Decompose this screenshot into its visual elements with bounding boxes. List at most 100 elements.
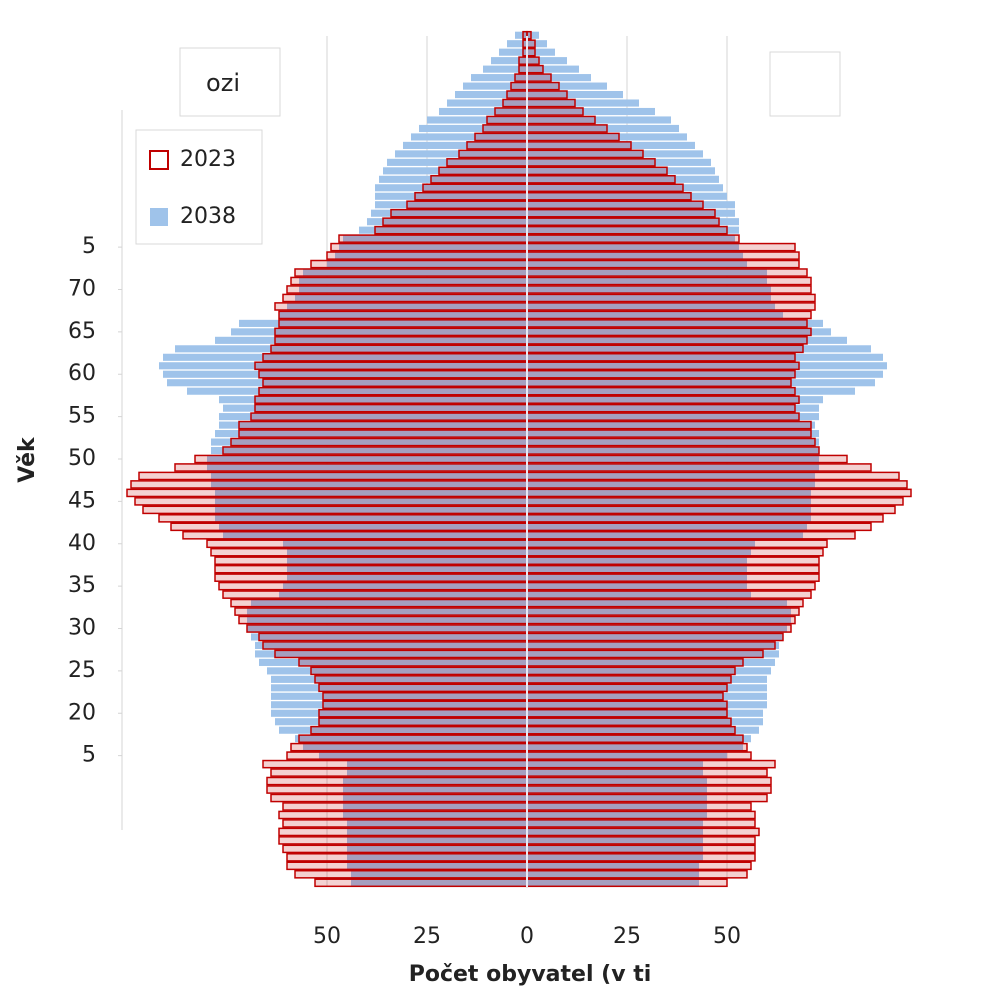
chart-title: ozi xyxy=(206,69,240,97)
x-axis-label: Počet obyvatel (v ti xyxy=(409,962,652,987)
bar xyxy=(526,352,796,362)
bar xyxy=(526,251,800,260)
bar xyxy=(526,336,808,345)
legend-swatch xyxy=(150,208,168,226)
bar xyxy=(526,302,816,311)
bar xyxy=(411,133,527,141)
bar xyxy=(515,31,527,39)
bar xyxy=(167,379,527,387)
bar xyxy=(262,378,528,388)
bar xyxy=(438,166,528,176)
bar xyxy=(527,862,699,870)
bar xyxy=(526,776,772,786)
legend: 2023 2038 xyxy=(135,129,263,245)
bar xyxy=(527,472,815,480)
bar xyxy=(527,565,747,573)
bar xyxy=(526,607,800,616)
bar xyxy=(267,667,527,675)
bar xyxy=(527,235,735,243)
bar xyxy=(351,879,527,887)
bar xyxy=(526,132,620,142)
bar xyxy=(527,268,767,277)
bar xyxy=(347,845,527,853)
bar xyxy=(527,506,811,514)
bar xyxy=(247,607,527,616)
bar xyxy=(526,751,752,760)
bar xyxy=(130,480,528,489)
bar xyxy=(282,819,528,828)
bar xyxy=(526,675,732,684)
bar xyxy=(526,505,896,515)
bar xyxy=(326,251,528,260)
bar xyxy=(494,107,528,116)
bar xyxy=(527,370,883,378)
bar xyxy=(526,242,796,252)
legend-label: 2023 xyxy=(180,147,236,172)
bar xyxy=(526,285,812,294)
bar xyxy=(483,65,527,73)
bar xyxy=(474,132,528,142)
bar xyxy=(527,345,871,353)
bar xyxy=(506,90,528,99)
y-tick-label: 50 xyxy=(68,446,96,471)
bar xyxy=(347,836,527,844)
bar xyxy=(527,319,823,327)
bar xyxy=(526,217,720,227)
bar xyxy=(527,633,783,641)
bar xyxy=(422,183,528,193)
y-axis-label: Věk xyxy=(15,436,40,483)
bar xyxy=(502,98,528,108)
bar xyxy=(250,412,528,421)
bar xyxy=(527,828,703,836)
bar xyxy=(527,226,739,234)
bar xyxy=(527,811,707,819)
bar xyxy=(526,175,676,184)
bar xyxy=(526,836,756,845)
bar xyxy=(318,708,528,718)
bar xyxy=(215,497,527,505)
bar xyxy=(367,218,527,226)
bar xyxy=(527,794,707,802)
bar xyxy=(526,768,768,777)
bar xyxy=(527,624,787,633)
bar xyxy=(526,564,820,574)
bar xyxy=(527,616,791,624)
bar xyxy=(527,446,819,455)
bar xyxy=(414,191,528,201)
bar xyxy=(278,836,528,845)
bar xyxy=(439,107,527,116)
bar xyxy=(526,437,816,447)
bar xyxy=(247,616,527,624)
bar xyxy=(351,870,527,878)
bar xyxy=(327,260,527,268)
bar xyxy=(527,48,555,56)
bar xyxy=(219,413,527,421)
bar xyxy=(318,717,528,727)
legend-swatch xyxy=(149,150,169,170)
bar xyxy=(174,463,528,472)
bar xyxy=(527,497,811,505)
bar xyxy=(343,235,527,243)
legend-label: 2038 xyxy=(180,204,236,229)
bar xyxy=(379,175,527,183)
bar xyxy=(466,141,528,150)
bar xyxy=(335,252,527,260)
bar xyxy=(230,598,528,608)
bar xyxy=(275,718,527,726)
bar xyxy=(526,149,644,159)
x-tick-label: 25 xyxy=(413,924,441,949)
bar xyxy=(527,574,747,582)
bar xyxy=(258,369,528,379)
bar xyxy=(526,878,728,888)
bar xyxy=(527,396,823,404)
bar xyxy=(527,548,751,556)
bar xyxy=(526,319,808,328)
bar xyxy=(310,725,528,735)
bar xyxy=(527,31,539,39)
bar xyxy=(259,658,527,666)
bar xyxy=(222,590,528,599)
bar xyxy=(510,81,528,91)
bar xyxy=(279,311,527,319)
bar xyxy=(239,319,527,327)
bar xyxy=(262,759,528,769)
